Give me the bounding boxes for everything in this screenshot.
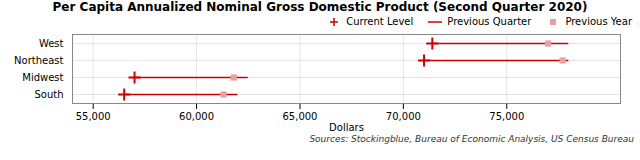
svg-text:75,000: 75,000: [489, 111, 524, 122]
svg-text:70,000: 70,000: [386, 111, 421, 122]
html-text:Sources: Stockingblue, Bureau: Sources: Stockingblue, Bureau of Economi…: [309, 134, 634, 144]
svg-text:West: West: [39, 38, 64, 49]
svg-text:Midwest: Midwest: [22, 72, 63, 83]
html-text:Previous Quarter: Previous Quarter: [447, 16, 532, 27]
svg-text:Dollars: Dollars: [329, 122, 364, 133]
svg-text:60,000: 60,000: [179, 111, 214, 122]
svg-text:Northeast: Northeast: [14, 55, 63, 66]
html-text:Previous Year: Previous Year: [565, 16, 632, 27]
html-text:Per Capita Annualized Nominal: Per Capita Annualized Nominal Gross Dome…: [52, 0, 588, 14]
svg-text:South: South: [34, 89, 63, 100]
svg-text:65,000: 65,000: [282, 111, 317, 122]
html-text:Current Level: Current Level: [346, 16, 414, 27]
svg-text:55,000: 55,000: [76, 111, 111, 122]
